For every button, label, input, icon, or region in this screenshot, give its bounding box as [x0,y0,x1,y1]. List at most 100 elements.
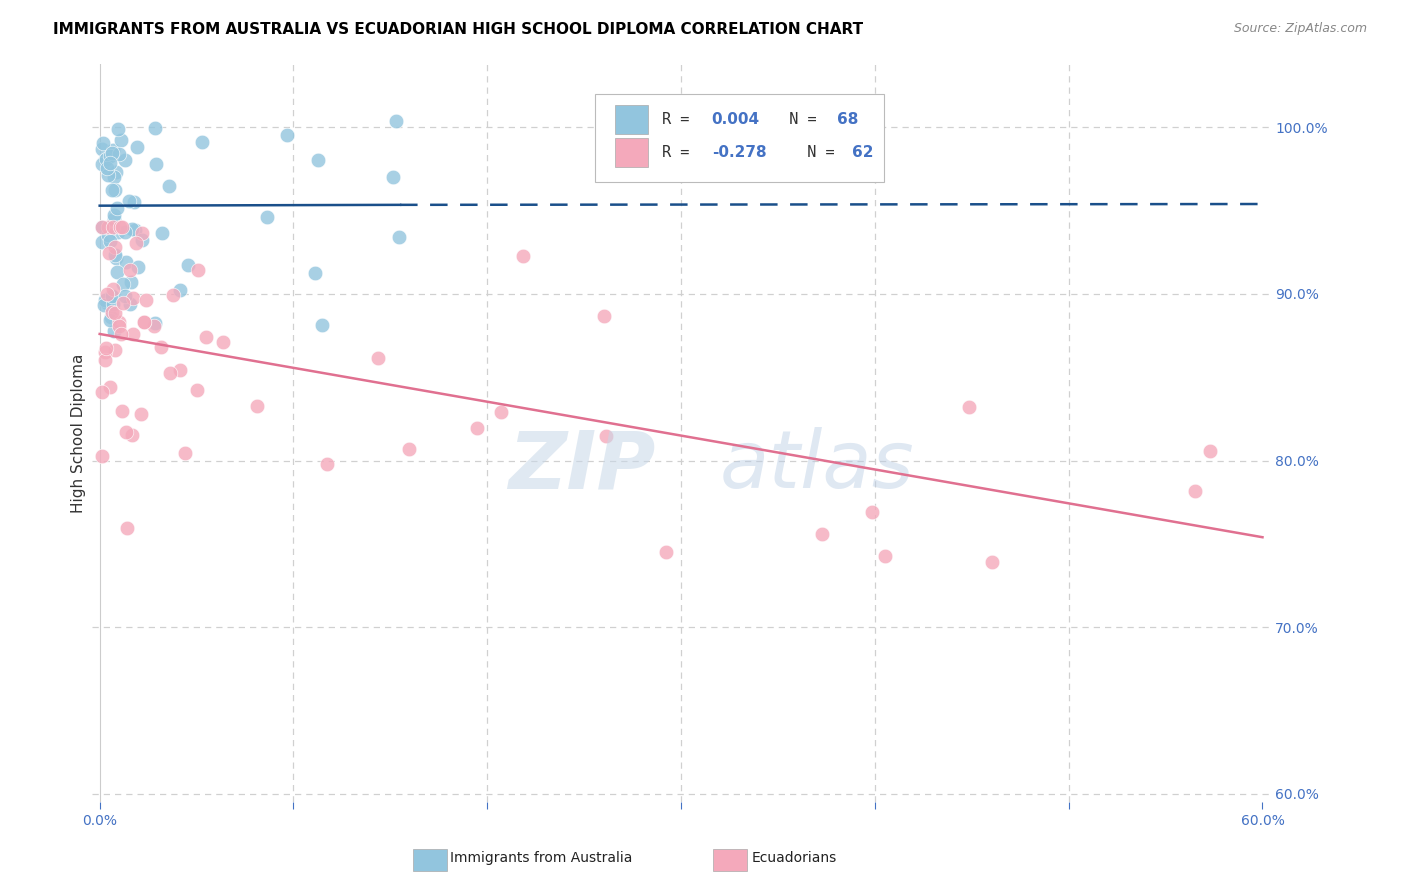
Point [187,262,209,277]
Point [104,164,127,178]
Point [120,276,142,290]
Point [121,291,143,305]
Point [124,223,146,237]
Point [103,220,125,235]
Text: ZIP: ZIP [508,427,655,505]
Point [860,505,883,519]
Point [145,157,167,171]
Text: 68: 68 [837,112,858,127]
Point [108,318,131,333]
Point [103,324,125,338]
Point [186,384,208,398]
Point [100,313,122,327]
Point [115,425,138,440]
Point [127,260,149,275]
Point [127,139,149,153]
Point [131,233,153,247]
Point [91,220,114,235]
Point [105,201,128,215]
Point [388,229,411,244]
Point [90,142,112,156]
Point [107,122,129,136]
Text: N =: N = [790,145,844,161]
Point [93,297,115,311]
Point [108,147,131,161]
Text: 0.004: 0.004 [711,112,759,127]
Point [101,288,124,302]
Bar [614,104,648,134]
Point [114,225,136,239]
Text: IMMIGRANTS FROM AUSTRALIA VS ECUADORIAN HIGH SCHOOL DIPLOMA CORRELATION CHART: IMMIGRANTS FROM AUSTRALIA VS ECUADORIAN … [53,22,863,37]
Point [132,315,155,329]
Point [101,281,124,295]
Point [595,428,617,442]
Point [385,114,408,128]
Point [108,220,131,235]
Y-axis label: High School Diploma: High School Diploma [72,353,86,513]
Point [593,310,616,324]
Point [111,220,134,235]
Point [101,296,124,310]
Point [304,266,326,280]
Point [873,549,896,563]
Point [97,220,120,235]
Point [103,169,125,184]
Point [149,340,172,354]
Point [316,457,339,471]
Point [96,295,118,310]
Point [121,326,143,341]
Point [104,306,127,320]
Point [103,212,125,227]
Point [177,259,200,273]
Point [90,220,112,235]
Text: Immigrants from Australia: Immigrants from Australia [450,851,633,865]
Point [98,156,121,170]
FancyBboxPatch shape [595,94,884,182]
Point [811,526,834,541]
Point [104,183,127,197]
Point [101,143,124,157]
Point [114,288,136,302]
Point [195,330,218,344]
Point [120,263,142,277]
Point [103,208,125,222]
Point [104,251,127,265]
Point [107,225,129,239]
Point [311,318,333,332]
Point [118,297,141,311]
Point [142,318,165,333]
Point [125,235,148,250]
Point [655,545,678,559]
Point [308,153,330,167]
Point [957,400,980,414]
Point [93,345,115,359]
Point [104,343,127,357]
Point [150,226,173,240]
Text: atlas: atlas [720,427,914,505]
Point [131,226,153,240]
Point [121,222,143,236]
Point [121,428,143,442]
Point [276,128,298,143]
Text: R =: R = [662,112,699,127]
Point [104,239,127,253]
Point [1184,483,1206,498]
Point [115,255,138,269]
Text: 62: 62 [852,145,873,161]
Point [118,194,141,208]
Point [159,366,181,380]
Point [1199,443,1222,458]
Point [101,145,124,160]
Text: Ecuadorians: Ecuadorians [752,851,837,865]
Text: Source: ZipAtlas.com: Source: ZipAtlas.com [1233,22,1367,36]
Point [94,153,117,167]
Point [157,179,180,194]
Point [90,449,112,463]
Point [97,228,120,243]
Point [101,305,124,319]
Point [114,153,136,167]
Text: -0.278: -0.278 [711,145,766,161]
Point [110,133,132,147]
Point [101,182,124,196]
Point [111,296,134,310]
